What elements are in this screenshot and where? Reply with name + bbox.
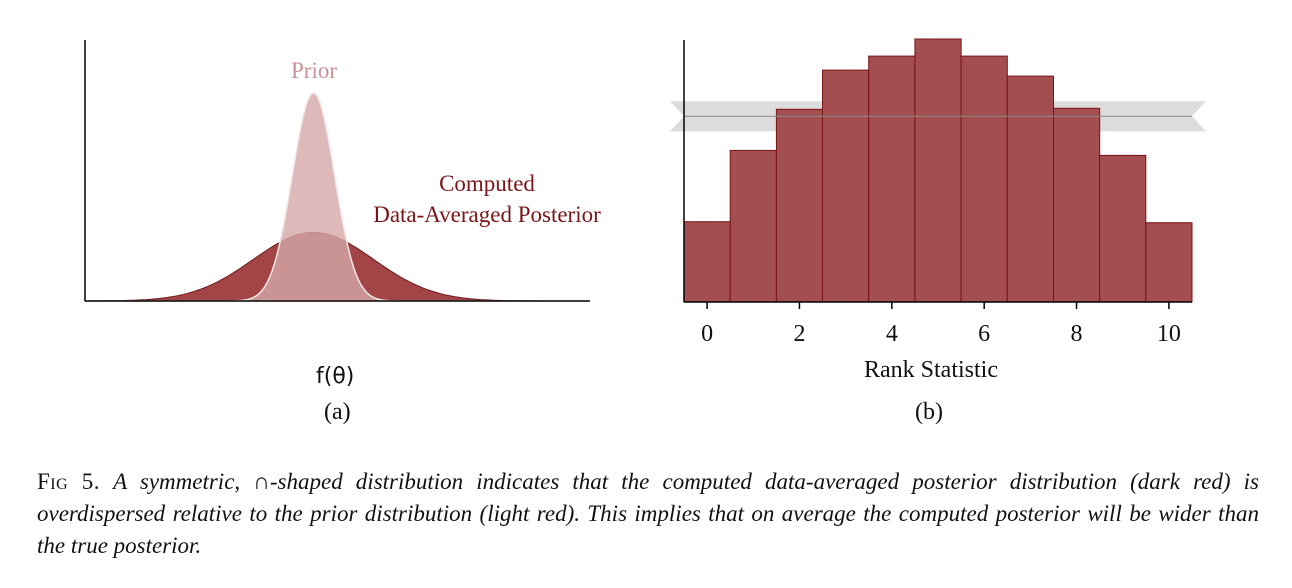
histogram-bar-3 xyxy=(822,69,870,303)
x-tick-label-2: 2 xyxy=(793,321,805,347)
prior-density-area xyxy=(85,92,590,302)
panel-b-label: (b) xyxy=(915,399,943,425)
x-tick-label-10: 10 xyxy=(1157,321,1181,347)
histogram-bar-4 xyxy=(868,55,916,303)
histogram-bar-7 xyxy=(1006,75,1054,303)
posterior-annotation-line2: Data-Averaged Posterior xyxy=(373,202,601,227)
histogram-bar-1 xyxy=(729,149,777,303)
x-tick-label-8: 8 xyxy=(1071,321,1083,347)
histogram-bar-0 xyxy=(683,221,731,303)
prior-annotation: Prior xyxy=(291,58,337,83)
panel-a-density-plot: Prior Computed Data-Averaged Posterior xyxy=(84,40,601,302)
x-tick-label-0: 0 xyxy=(701,321,713,347)
x-tick-label-6: 6 xyxy=(978,321,990,347)
figure-caption: Fig 5. A symmetric, ∩-shaped distributio… xyxy=(37,466,1259,562)
panel-b-rank-histogram: 0 2 4 6 8 10 xyxy=(670,38,1206,347)
histogram-bar-9 xyxy=(1099,154,1147,303)
x-axis-ticks: 0 2 4 6 8 10 xyxy=(701,302,1181,347)
histogram-bars xyxy=(683,38,1193,303)
posterior-annotation-line1: Computed xyxy=(439,171,535,196)
panel-b-x-axis-label: Rank Statistic xyxy=(864,357,998,383)
histogram-bar-5 xyxy=(914,38,962,303)
histogram-bar-10 xyxy=(1145,222,1193,303)
panel-a-label: (a) xyxy=(324,399,351,425)
caption-label: Fig 5. xyxy=(37,469,101,494)
caption-text: A symmetric, ∩-shaped distribution indic… xyxy=(37,469,1259,558)
histogram-bar-2 xyxy=(775,108,824,303)
panel-a-x-axis-label: f(θ) xyxy=(316,364,355,389)
histogram-bar-8 xyxy=(1053,107,1101,303)
x-tick-label-4: 4 xyxy=(886,321,898,347)
histogram-bar-6 xyxy=(960,55,1008,303)
